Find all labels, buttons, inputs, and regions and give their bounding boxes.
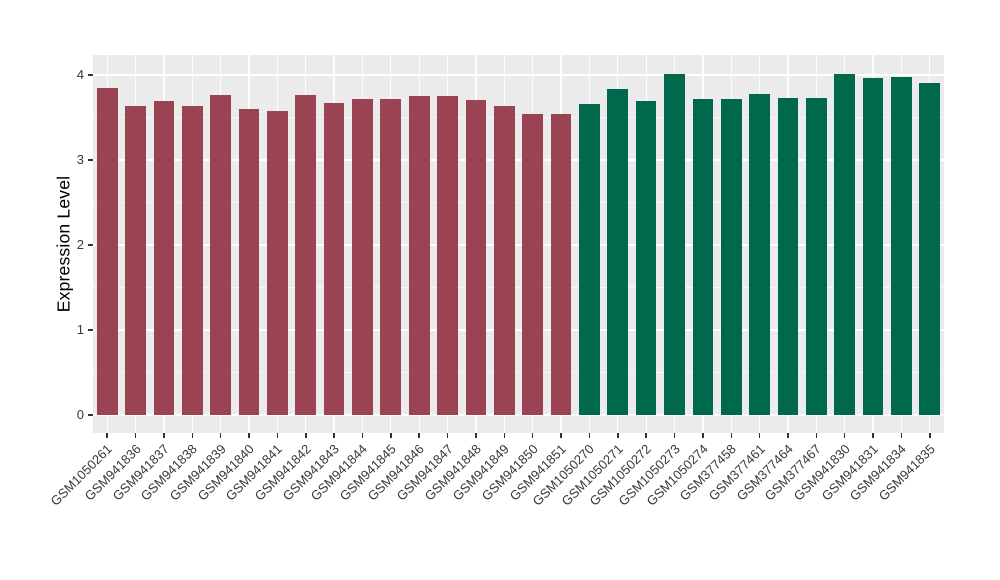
bar-GSM377458 — [720, 98, 742, 415]
bar-GSM941830 — [834, 74, 856, 415]
bar-GSM377467 — [805, 97, 827, 415]
x-tick — [475, 433, 477, 438]
y-tick-label-2: 2 — [76, 237, 84, 252]
bar-GSM941840 — [238, 109, 260, 415]
bar-GSM941837 — [153, 100, 175, 415]
y-tick-label-0: 0 — [76, 407, 84, 422]
bar-GSM941831 — [862, 77, 884, 415]
bar-GSM941851 — [550, 114, 572, 415]
y-tick — [88, 414, 93, 416]
x-tick — [361, 433, 364, 438]
bar-GSM941841 — [267, 110, 288, 415]
bar-GSM1050272 — [635, 101, 657, 415]
y-tick — [88, 159, 93, 161]
bar-GSM941844 — [352, 98, 373, 415]
y-tick-label-4: 4 — [76, 67, 84, 82]
gridline-minor — [93, 117, 944, 118]
bar-GSM941849 — [493, 105, 515, 415]
gridline-major — [93, 74, 944, 76]
x-tick — [134, 433, 137, 438]
gridline-major — [93, 159, 944, 161]
bar-GSM941835 — [919, 82, 941, 415]
gridline-major — [93, 244, 944, 246]
bar-GSM1050271 — [607, 88, 629, 415]
gridline-minor — [93, 287, 944, 288]
x-tick — [560, 433, 562, 438]
x-tick — [106, 433, 108, 438]
x-tick — [588, 433, 591, 438]
bar-GSM377464 — [777, 97, 799, 415]
x-tick — [872, 433, 874, 438]
x-tick — [787, 433, 789, 438]
y-tick-label-1: 1 — [76, 322, 84, 337]
x-tick — [503, 433, 506, 438]
x-tick — [645, 433, 647, 438]
bar-GSM941834 — [891, 76, 912, 415]
x-tick — [617, 433, 619, 438]
x-tick — [333, 433, 335, 438]
bar-GSM1050270 — [579, 103, 600, 415]
y-tick — [88, 329, 93, 331]
x-tick — [673, 433, 676, 438]
x-tick — [843, 433, 846, 438]
x-tick — [276, 433, 279, 438]
y-tick-label-3: 3 — [76, 152, 84, 167]
x-tick — [531, 433, 534, 438]
y-tick — [88, 74, 93, 76]
x-tick — [219, 433, 222, 438]
x-tick — [305, 433, 307, 438]
x-tick — [446, 433, 449, 438]
x-tick — [758, 433, 761, 438]
x-tick — [730, 433, 732, 438]
x-tick — [248, 433, 250, 438]
y-tick — [88, 244, 93, 246]
x-tick — [191, 433, 194, 438]
bar-GSM1050273 — [664, 74, 685, 415]
bar-GSM941838 — [181, 106, 203, 415]
bar-GSM377461 — [749, 93, 770, 415]
bar-GSM941847 — [437, 96, 458, 415]
x-tick — [390, 433, 392, 438]
bar-GSM941839 — [210, 95, 231, 415]
gridline-minor — [93, 372, 944, 373]
bar-GSM941850 — [522, 114, 544, 415]
plot-panel — [93, 55, 944, 433]
bar-GSM941848 — [465, 99, 487, 415]
bar-GSM941845 — [380, 98, 402, 415]
bar-GSM941842 — [295, 94, 317, 415]
bar-GSM941843 — [323, 103, 345, 415]
bar-GSM941836 — [125, 105, 146, 415]
x-tick — [163, 433, 165, 438]
gridline-major — [93, 329, 944, 331]
bar-GSM1050274 — [692, 98, 714, 415]
gridline-minor — [93, 202, 944, 203]
gridline-major — [93, 414, 944, 416]
x-tick — [418, 433, 420, 438]
x-tick — [929, 433, 931, 438]
bar-GSM941846 — [408, 96, 430, 415]
x-tick — [702, 433, 704, 438]
x-tick — [900, 433, 903, 438]
bar-GSM1050261 — [96, 87, 118, 415]
x-tick — [815, 433, 818, 438]
